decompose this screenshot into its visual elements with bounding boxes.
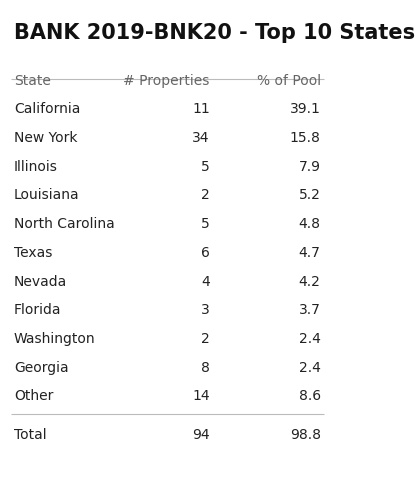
Text: Other: Other — [14, 390, 53, 404]
Text: New York: New York — [14, 131, 77, 145]
Text: 5: 5 — [201, 160, 210, 174]
Text: 2: 2 — [201, 188, 210, 203]
Text: 5: 5 — [201, 217, 210, 231]
Text: 4.8: 4.8 — [299, 217, 320, 231]
Text: Total: Total — [14, 428, 47, 442]
Text: Washington: Washington — [14, 332, 96, 346]
Text: 7.9: 7.9 — [299, 160, 320, 174]
Text: % of Pool: % of Pool — [257, 74, 320, 88]
Text: State: State — [14, 74, 51, 88]
Text: 2: 2 — [201, 332, 210, 346]
Text: 4.2: 4.2 — [299, 275, 320, 289]
Text: 8.6: 8.6 — [299, 390, 320, 404]
Text: BANK 2019-BNK20 - Top 10 States: BANK 2019-BNK20 - Top 10 States — [14, 23, 415, 43]
Text: 5.2: 5.2 — [299, 188, 320, 203]
Text: California: California — [14, 102, 80, 116]
Text: 3.7: 3.7 — [299, 303, 320, 318]
Text: Georgia: Georgia — [14, 361, 68, 375]
Text: 39.1: 39.1 — [290, 102, 320, 116]
Text: 98.8: 98.8 — [290, 428, 320, 442]
Text: 11: 11 — [192, 102, 210, 116]
Text: 2.4: 2.4 — [299, 361, 320, 375]
Text: Illinois: Illinois — [14, 160, 58, 174]
Text: # Properties: # Properties — [123, 74, 210, 88]
Text: 3: 3 — [201, 303, 210, 318]
Text: 14: 14 — [192, 390, 210, 404]
Text: North Carolina: North Carolina — [14, 217, 115, 231]
Text: 94: 94 — [192, 428, 210, 442]
Text: Nevada: Nevada — [14, 275, 67, 289]
Text: 4: 4 — [201, 275, 210, 289]
Text: 4.7: 4.7 — [299, 246, 320, 260]
Text: Texas: Texas — [14, 246, 52, 260]
Text: Florida: Florida — [14, 303, 61, 318]
Text: 8: 8 — [201, 361, 210, 375]
Text: 2.4: 2.4 — [299, 332, 320, 346]
Text: 34: 34 — [192, 131, 210, 145]
Text: Louisiana: Louisiana — [14, 188, 79, 203]
Text: 6: 6 — [201, 246, 210, 260]
Text: 15.8: 15.8 — [290, 131, 320, 145]
